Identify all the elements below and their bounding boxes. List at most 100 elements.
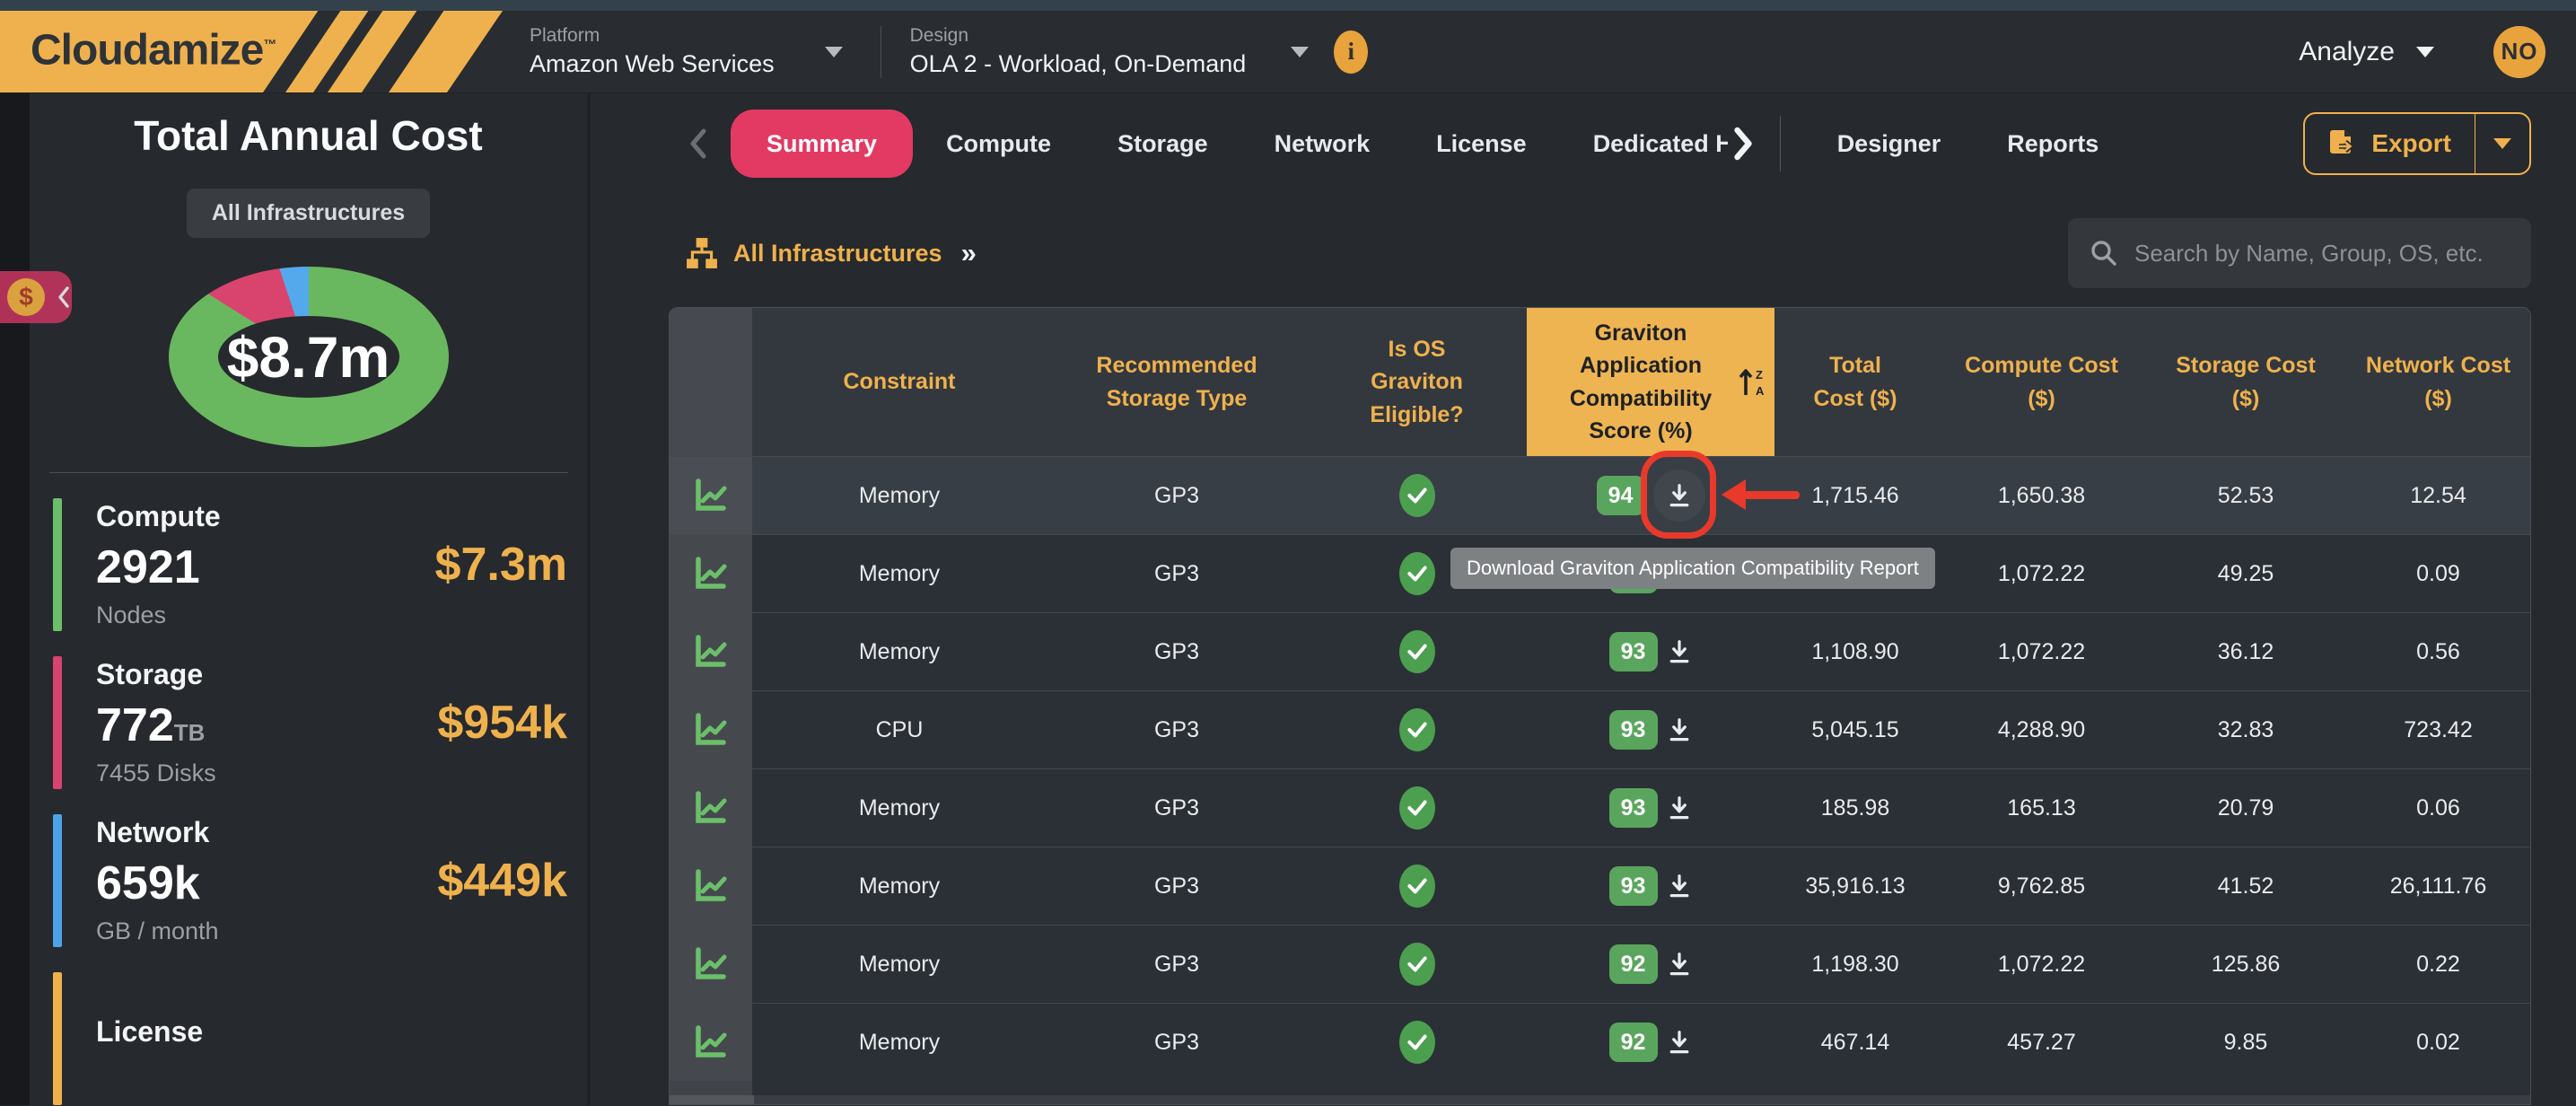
breadcrumb-label[interactable]: All Infrastructures	[733, 239, 942, 267]
download-icon[interactable]	[1666, 1029, 1693, 1056]
network-cost-cell: 0.22	[2416, 951, 2460, 977]
cost-stat-item[interactable]: Compute 2921 Nodes $7.3m	[53, 498, 587, 631]
row-chart-cell[interactable]	[670, 457, 752, 534]
row-chart-cell[interactable]	[670, 769, 752, 847]
score-cell: 92	[1527, 1004, 1774, 1081]
tab-network[interactable]: Network	[1274, 129, 1371, 157]
sort-icon[interactable]: Z A	[1737, 364, 1767, 400]
design-value: OLA 2 - Workload, On-Demand	[909, 50, 1247, 77]
tab-storage[interactable]: Storage	[1117, 129, 1208, 157]
table-row[interactable]: CPU GP3 93 5,045.15 4,288.90 32.83 723.4…	[670, 690, 2530, 768]
eligible-cell	[1307, 535, 1527, 612]
infrastructure-tree-icon	[686, 237, 718, 269]
table-row[interactable]: Memory GP3 1,072.22 49.25 0.09	[670, 534, 2530, 612]
row-chart-cell[interactable]	[670, 691, 752, 768]
tab-license[interactable]: License	[1436, 129, 1527, 157]
row-chart-cell[interactable]	[670, 613, 752, 690]
line-chart-icon[interactable]	[691, 476, 731, 515]
export-dropdown[interactable]	[2475, 114, 2529, 173]
stat-name: License	[96, 1014, 204, 1048]
download-icon[interactable]	[1666, 794, 1693, 821]
svg-text:A: A	[1756, 384, 1765, 398]
line-chart-icon[interactable]	[691, 710, 731, 750]
cost-stat-item[interactable]: Network 659k GB / month $449k	[53, 814, 587, 947]
header-graviton-score[interactable]: Graviton Application Compatibility Score…	[1527, 308, 1774, 456]
chevron-down-icon[interactable]	[1291, 46, 1310, 57]
constraint-cell: Memory	[858, 1029, 941, 1055]
stat-cost: $954k	[437, 697, 567, 749]
score-badge: 92	[1608, 1023, 1658, 1062]
download-icon[interactable]	[1666, 716, 1693, 743]
line-chart-icon[interactable]	[691, 866, 731, 906]
cost-stat-item[interactable]: Storage 772 TB 7455 Disks $954k	[53, 656, 587, 789]
chevron-down-icon[interactable]	[824, 46, 843, 57]
table-row[interactable]: Memory GP3 93 35,916.13 9,762.85 41.52 2…	[670, 847, 2530, 925]
search-input[interactable]	[2134, 239, 2510, 268]
breadcrumb[interactable]: All Infrastructures »	[686, 237, 977, 269]
download-icon[interactable]	[1666, 873, 1693, 900]
export-button[interactable]: Export	[2303, 112, 2531, 175]
header-constraint[interactable]: Constraint	[843, 369, 956, 395]
check-icon	[1398, 943, 1435, 986]
header-storage-type[interactable]: Recommended Storage Type	[1096, 353, 1257, 411]
line-chart-icon[interactable]	[691, 632, 731, 672]
line-chart-icon[interactable]	[691, 944, 731, 984]
search-box[interactable]	[2068, 218, 2531, 288]
cost-sidebar: Total Annual Cost All Infrastructures $8…	[30, 93, 591, 1105]
constraint-cell: Memory	[858, 794, 941, 821]
cost-panel-collapse-tag[interactable]: $	[0, 271, 72, 323]
tab-reports[interactable]: Reports	[2007, 129, 2099, 157]
total-cost-cell: 1,108.90	[1811, 638, 1899, 664]
analyze-menu[interactable]: Analyze	[2299, 37, 2434, 67]
tabs-scroll-right-icon[interactable]	[1730, 124, 1757, 163]
dollar-coin-icon: $	[7, 278, 45, 316]
search-icon	[2090, 239, 2118, 268]
design-selector[interactable]: Design OLA 2 - Workload, On-Demand	[910, 25, 1247, 78]
storage-type-cell: GP3	[1153, 638, 1200, 664]
tab-dedicated-ho[interactable]: Dedicated Ho	[1592, 129, 1728, 157]
header-compute-cost[interactable]: Compute Cost ($)	[1965, 353, 2118, 411]
line-chart-icon[interactable]	[691, 554, 731, 593]
tab-compute[interactable]: Compute	[946, 129, 1052, 157]
table-row[interactable]: Memory GP3 94 1,715.46 1,650.38 52.53 12…	[670, 456, 2530, 534]
download-icon[interactable]	[1666, 638, 1693, 665]
header-storage-cost[interactable]: Storage Cost ($)	[2176, 353, 2316, 411]
table-row[interactable]: Memory GP3 93 1,108.90 1,072.22 36.12 0.…	[670, 612, 2530, 690]
avatar[interactable]: NO	[2493, 25, 2545, 78]
header-total-cost[interactable]: Total Cost ($)	[1813, 353, 1897, 411]
constraint-cell: CPU	[875, 716, 924, 742]
row-chart-cell[interactable]	[670, 926, 752, 1003]
header-network-cost[interactable]: Network Cost ($)	[2365, 353, 2511, 411]
network-cost-cell: 0.02	[2416, 1029, 2460, 1055]
storage-type-cell: GP3	[1153, 482, 1200, 508]
export-main[interactable]: Export	[2305, 114, 2475, 173]
network-cost-cell: 0.56	[2416, 638, 2460, 664]
download-icon[interactable]	[1666, 951, 1693, 978]
line-chart-icon[interactable]	[691, 1023, 731, 1062]
annotation-arrow-icon	[1722, 479, 1746, 510]
info-icon[interactable]: i	[1334, 30, 1369, 74]
constraint-cell: Memory	[858, 873, 941, 899]
sidebar-divider	[48, 472, 568, 473]
cost-donut-chart[interactable]: $8.7m	[168, 267, 449, 448]
table-row[interactable]: Memory GP3 93 185.98 165.13 20.79 0.06	[670, 768, 2530, 847]
horizontal-scrollbar[interactable]	[670, 1095, 2530, 1104]
score-cell: 93	[1527, 691, 1774, 768]
tab-summary[interactable]: Summary	[731, 110, 914, 178]
platform-selector[interactable]: Platform Amazon Web Services	[530, 25, 775, 78]
breadcrumb-expand[interactable]: »	[960, 237, 977, 268]
row-chart-cell[interactable]	[670, 847, 752, 925]
line-chart-icon[interactable]	[691, 788, 731, 828]
row-chart-cell[interactable]	[670, 1004, 752, 1081]
table-row[interactable]: Memory GP3 92 467.14 457.27 9.85 0.02	[670, 1003, 2530, 1081]
tab-designer[interactable]: Designer	[1836, 129, 1941, 157]
table-row[interactable]: Memory GP3 92 1,198.30 1,072.22 125.86 0…	[670, 925, 2530, 1003]
header-graviton-eligible[interactable]: Is OS Graviton Eligible?	[1370, 337, 1464, 427]
storage-cost-cell: 20.79	[2217, 794, 2274, 821]
scrollbar-thumb[interactable]	[670, 1095, 754, 1104]
cost-stat-item[interactable]: License	[53, 972, 587, 1105]
export-label: Export	[2371, 129, 2451, 157]
cloudamize-logo[interactable]: Cloudamize™	[0, 11, 503, 92]
row-chart-cell[interactable]	[670, 535, 752, 612]
tabs-scroll-left-icon[interactable]	[686, 126, 711, 162]
